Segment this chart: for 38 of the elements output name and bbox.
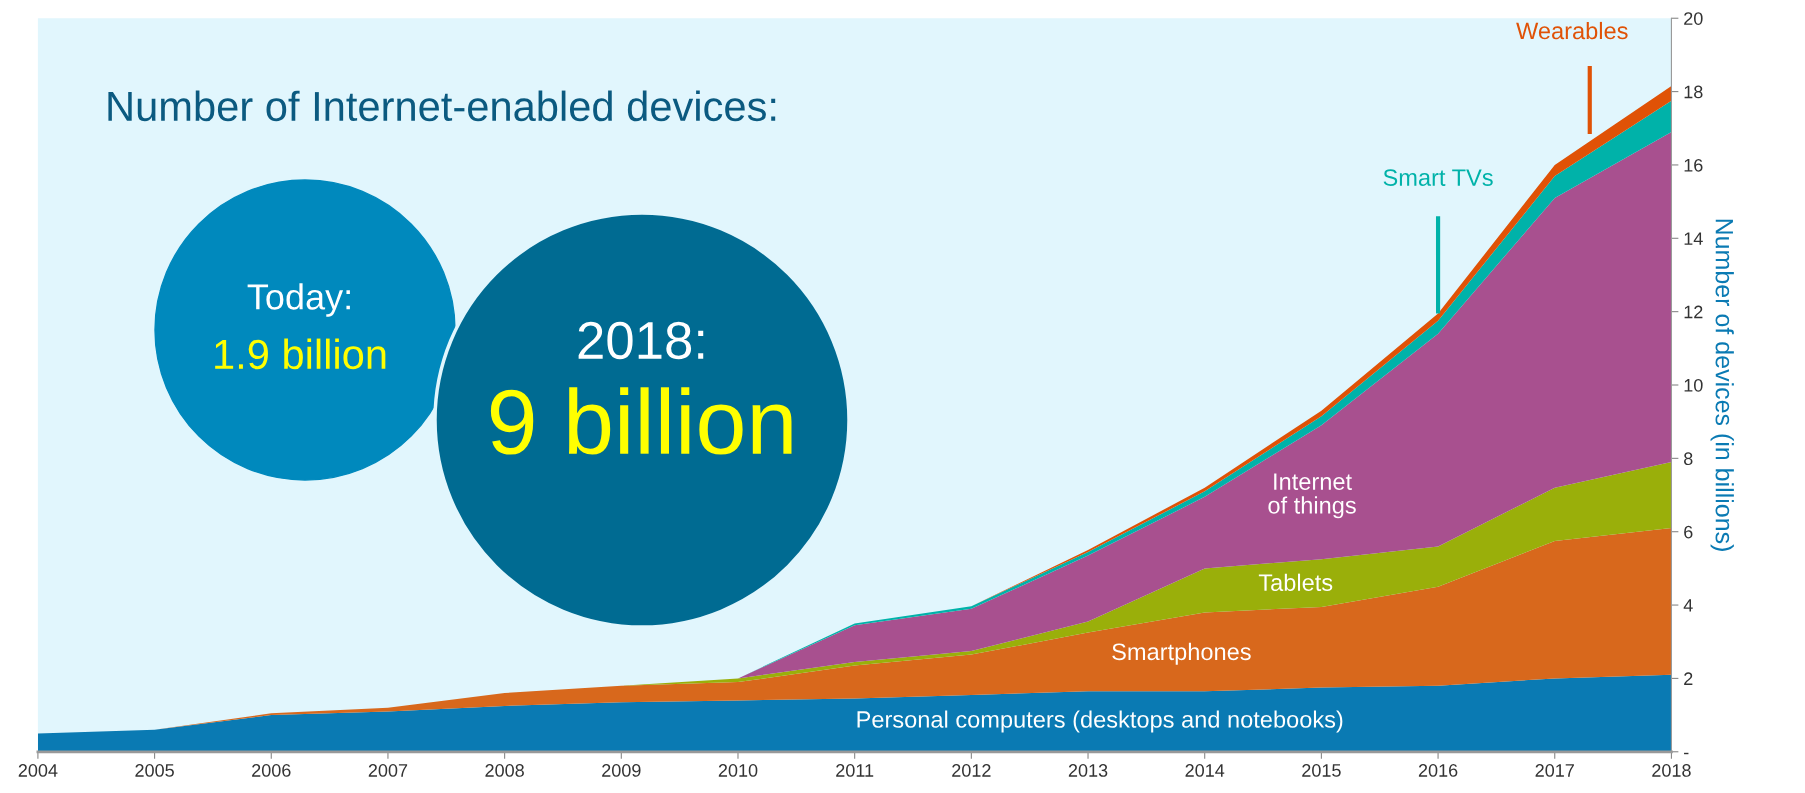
y-tick-label: 8 — [1684, 452, 1693, 466]
x-tick-label: 2012 — [952, 764, 991, 777]
x-tick-label: 2005 — [135, 764, 174, 777]
text: Number of Internet-enabled devices: — [108, 90, 776, 122]
x-tick-label: 2017 — [1535, 764, 1574, 777]
y-tick-label: 10 — [1684, 378, 1703, 392]
x-tick-label: 2013 — [1068, 764, 1108, 777]
x-tick-label: 2011 — [836, 764, 874, 777]
annotation: 1.9 billion — [215, 338, 386, 370]
x-tick-label: 2007 — [368, 764, 408, 777]
annotation: 9 billion — [490, 387, 792, 455]
annotation: 2018: — [578, 321, 704, 360]
y-tick-label: 20 — [1684, 12, 1703, 25]
y-tick-label: 14 — [1684, 232, 1703, 245]
series-label: Smartphones — [1112, 642, 1251, 665]
y-tick-label: - — [1684, 752, 1689, 755]
x-tick-label: 2008 — [485, 764, 524, 777]
y-tick-label: 2 — [1684, 672, 1693, 685]
y-tick-label: 12 — [1684, 305, 1703, 319]
text: Wearables — [1516, 21, 1628, 40]
y-tick-label: 6 — [1684, 525, 1693, 539]
series-label: Personal computers (desktops and notebooks) — [857, 710, 1343, 733]
series-label: Internet of things — [1268, 473, 1356, 519]
series-label: Tablets — [1258, 573, 1333, 592]
annotation: Today: — [247, 283, 350, 317]
x-tick-label: 2010 — [718, 764, 758, 777]
x-tick-label: 2018 — [1652, 764, 1691, 777]
x-tick-label: 2016 — [1418, 764, 1458, 777]
x-tick-label: 2009 — [602, 764, 641, 777]
y-tick-label: 18 — [1684, 85, 1703, 99]
x-tick-label: 2004 — [18, 764, 58, 777]
x-tick-label: 2006 — [252, 764, 291, 777]
y-tick-label: 4 — [1683, 599, 1693, 612]
x-tick-label: 2014 — [1185, 764, 1225, 777]
y-axis-title: Number of devices (in billions) — [1710, 219, 1734, 551]
y-tick-label: 16 — [1684, 158, 1703, 172]
x-tick-label: 2015 — [1302, 764, 1341, 777]
series-label: Smart TVs — [1383, 169, 1493, 186]
